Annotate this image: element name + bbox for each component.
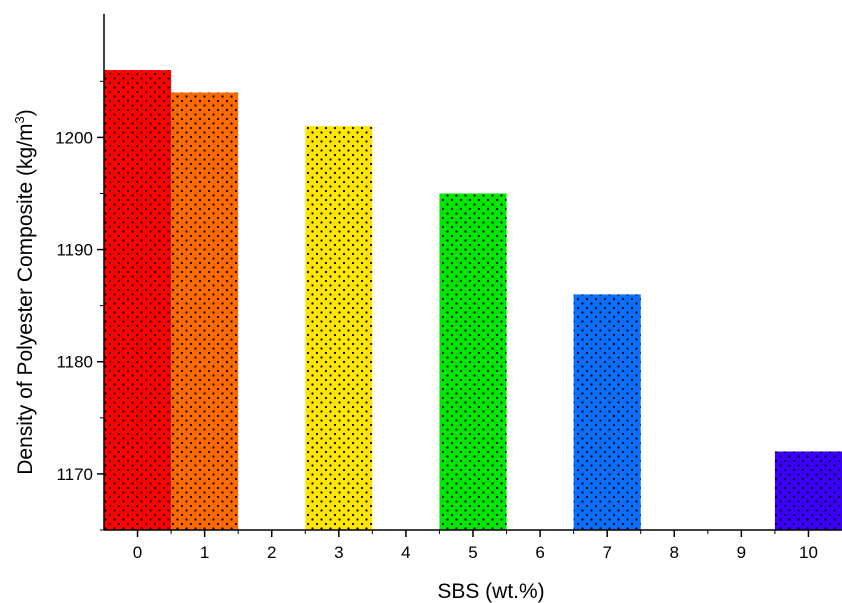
x-tick-label-1: 1 bbox=[200, 543, 209, 562]
bar-dot-pattern bbox=[573, 294, 641, 530]
bar-sbs-3 bbox=[305, 126, 373, 530]
bar-dot-pattern bbox=[104, 70, 172, 530]
x-tick-label-9: 9 bbox=[737, 543, 746, 562]
x-tick-label-8: 8 bbox=[670, 543, 679, 562]
y-tick-label-1180: 1180 bbox=[56, 353, 93, 372]
x-tick-label-0: 0 bbox=[133, 543, 142, 562]
y-axis-title-main: Density of Polyester Composite (kg/m bbox=[14, 123, 37, 474]
y-axis-title: Density of Polyester Composite (kg/m3) bbox=[12, 109, 37, 475]
bar-dot-pattern bbox=[171, 92, 239, 531]
x-tick-label-4: 4 bbox=[401, 543, 410, 562]
bar-sbs-0 bbox=[104, 70, 172, 530]
bar-sbs-5 bbox=[439, 193, 507, 530]
y-tick-label-1170: 1170 bbox=[56, 465, 93, 484]
bar-dot-pattern bbox=[439, 193, 507, 530]
labels-layer: 0 1 2 3 4 5 6 7 8 9 10 1170 1180 1190 1200 bbox=[55, 128, 818, 562]
x-tick-label-10: 10 bbox=[799, 543, 818, 562]
x-tick-label-6: 6 bbox=[535, 543, 544, 562]
axes-layer bbox=[97, 14, 842, 537]
bar-sbs-7 bbox=[573, 294, 641, 530]
y-axis-title-end: ) bbox=[14, 109, 37, 116]
y-tick-label-1190: 1190 bbox=[56, 241, 93, 260]
bar-sbs-10 bbox=[774, 451, 842, 530]
x-tick-label-7: 7 bbox=[602, 543, 611, 562]
x-tick-label-2: 2 bbox=[267, 543, 276, 562]
bar-dot-pattern bbox=[305, 126, 373, 530]
x-axis-title: SBS (wt.%) bbox=[437, 580, 544, 603]
bar-sbs-1 bbox=[171, 92, 239, 531]
x-tick-label-5: 5 bbox=[468, 543, 477, 562]
y-tick-label-1200: 1200 bbox=[55, 128, 93, 147]
bars-layer bbox=[104, 70, 842, 531]
y-axis-title-superscript: 3 bbox=[12, 116, 27, 123]
x-tick-label-3: 3 bbox=[334, 543, 343, 562]
bar-dot-pattern bbox=[774, 451, 842, 530]
